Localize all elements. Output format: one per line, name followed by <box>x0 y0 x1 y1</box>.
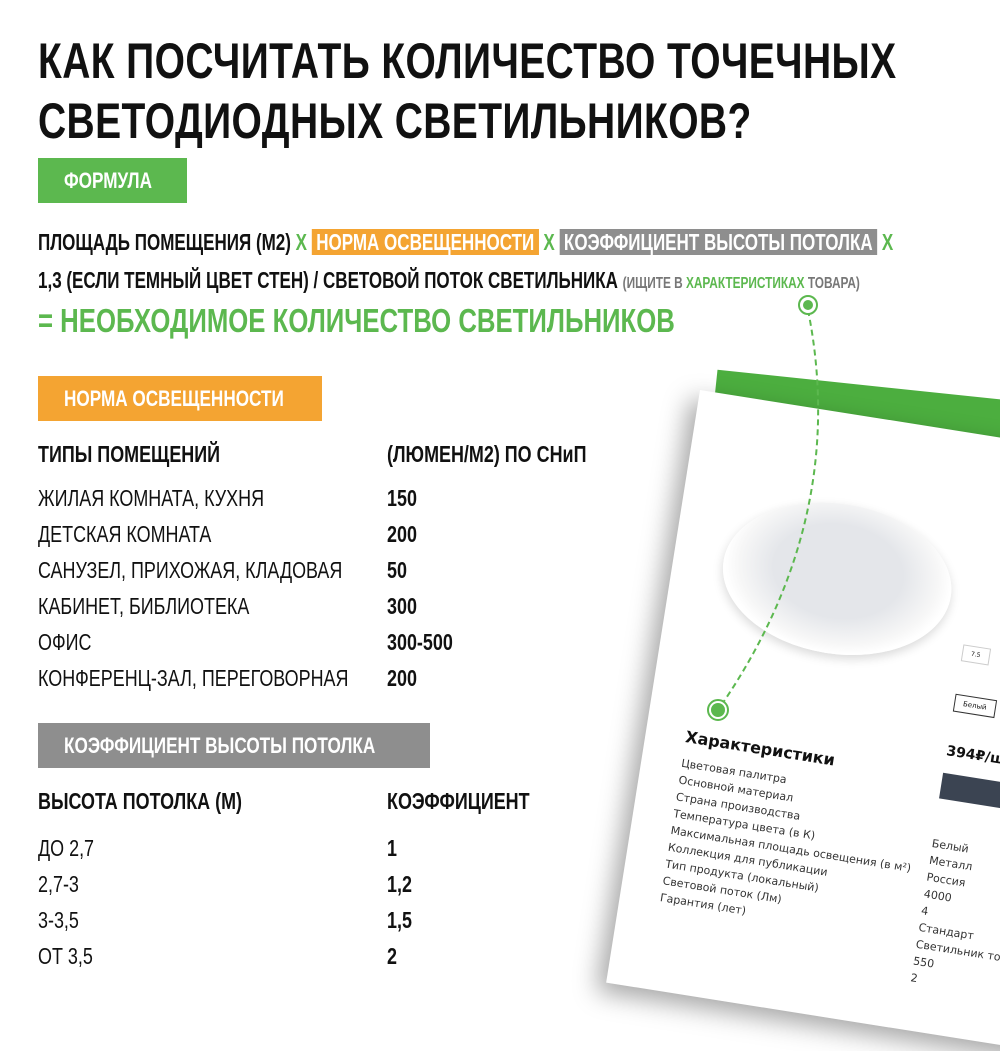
coef-col2: КОЭФФИЦИЕНТ <box>387 788 530 814</box>
norm-table-row: ЖИЛАЯ КОМНАТА, КУХНЯ 150 <box>38 485 417 512</box>
row-label: КАБИНЕТ, БИБЛИОТЕКА <box>38 593 250 619</box>
row-value: 200 <box>387 665 417 691</box>
coef-badge: КОЭФФИЦИЕНТ ВЫСОТЫ ПОТОЛКА <box>38 723 430 768</box>
row-label: ОФИС <box>38 629 92 655</box>
row-label: ОТ 3,5 <box>38 943 93 969</box>
row-value: 150 <box>387 485 417 511</box>
row-label: ДЕТСКАЯ КОМНАТА <box>38 521 212 547</box>
row-value: 50 <box>387 557 407 583</box>
coef-highlight: КОЭФФИЦИЕНТ ВЫСОТЫ ПОТОЛКА <box>559 229 878 255</box>
row-label: ЖИЛАЯ КОМНАТА, КУХНЯ <box>38 485 265 511</box>
norm-table-row: ДЕТСКАЯ КОМНАТА 200 <box>38 521 417 548</box>
row-value: 300 <box>387 593 417 619</box>
formula-line1: ПЛОЩАДЬ ПОМЕЩЕНИЯ (М2) Х НОРМА ОСВЕЩЕННО… <box>38 229 894 255</box>
row-label: 2,7-3 <box>38 871 79 897</box>
norm-highlight: НОРМА ОСВЕЩЕННОСТИ <box>311 229 539 255</box>
formula-line2: 1,3 (ЕСЛИ ТЕМНЫЙ ЦВЕТ СТЕН) / СВЕТОВОЙ П… <box>38 267 860 293</box>
row-value: 1,5 <box>387 907 412 933</box>
page-title-line2: СВЕТОДИОДНЫХ СВЕТИЛЬНИКОВ? <box>38 93 752 149</box>
row-label: 3-3,5 <box>38 907 79 933</box>
norm-col1: ТИПЫ ПОМЕЩЕНИЙ <box>38 441 221 467</box>
norm-table-row: КАБИНЕТ, БИБЛИОТЕКА 300 <box>38 593 417 620</box>
row-value: 2 <box>387 943 397 969</box>
coef-table-row: ОТ 3,5 2 <box>38 943 397 970</box>
row-value: 1 <box>387 835 397 861</box>
row-label: САНУЗЕЛ, ПРИХОЖАЯ, КЛАДОВАЯ <box>38 557 343 583</box>
coef-table-row: 2,7-3 1,2 <box>38 871 412 898</box>
row-value: 200 <box>387 521 417 547</box>
formula-result: = НЕОБХОДИМОЕ КОЛИЧЕСТВО СВЕТИЛЬНИКОВ <box>38 302 675 339</box>
norm-table-row: САНУЗЕЛ, ПРИХОЖАЯ, КЛАДОВАЯ 50 <box>38 557 428 584</box>
connector-line <box>707 295 820 721</box>
norm-table-row: КОНФЕРЕНЦ-ЗАЛ, ПЕРЕГОВОРНАЯ 200 <box>38 665 436 692</box>
row-value: 1,2 <box>387 871 412 897</box>
coef-col1: ВЫСОТА ПОТОЛКА (М) <box>38 788 242 814</box>
norm-badge: НОРМА ОСВЕЩЕННОСТИ <box>38 376 322 421</box>
norm-col2: (ЛЮМЕН/М2) ПО СНиП <box>387 441 587 467</box>
coef-table-row: ДО 2,7 1 <box>38 835 397 862</box>
row-value: 300-500 <box>387 629 453 655</box>
row-label: ДО 2,7 <box>38 835 95 861</box>
formula-badge: ФОРМУЛА <box>38 158 187 203</box>
coef-table-row: 3-3,5 1,5 <box>38 907 412 934</box>
page-title-line1: КАК ПОСЧИТАТЬ КОЛИЧЕСТВО ТОЧЕЧНЫХ <box>38 33 897 89</box>
row-label: КОНФЕРЕНЦ-ЗАЛ, ПЕРЕГОВОРНАЯ <box>38 665 349 691</box>
norm-table-row: ОФИС 300-500 <box>38 629 453 656</box>
